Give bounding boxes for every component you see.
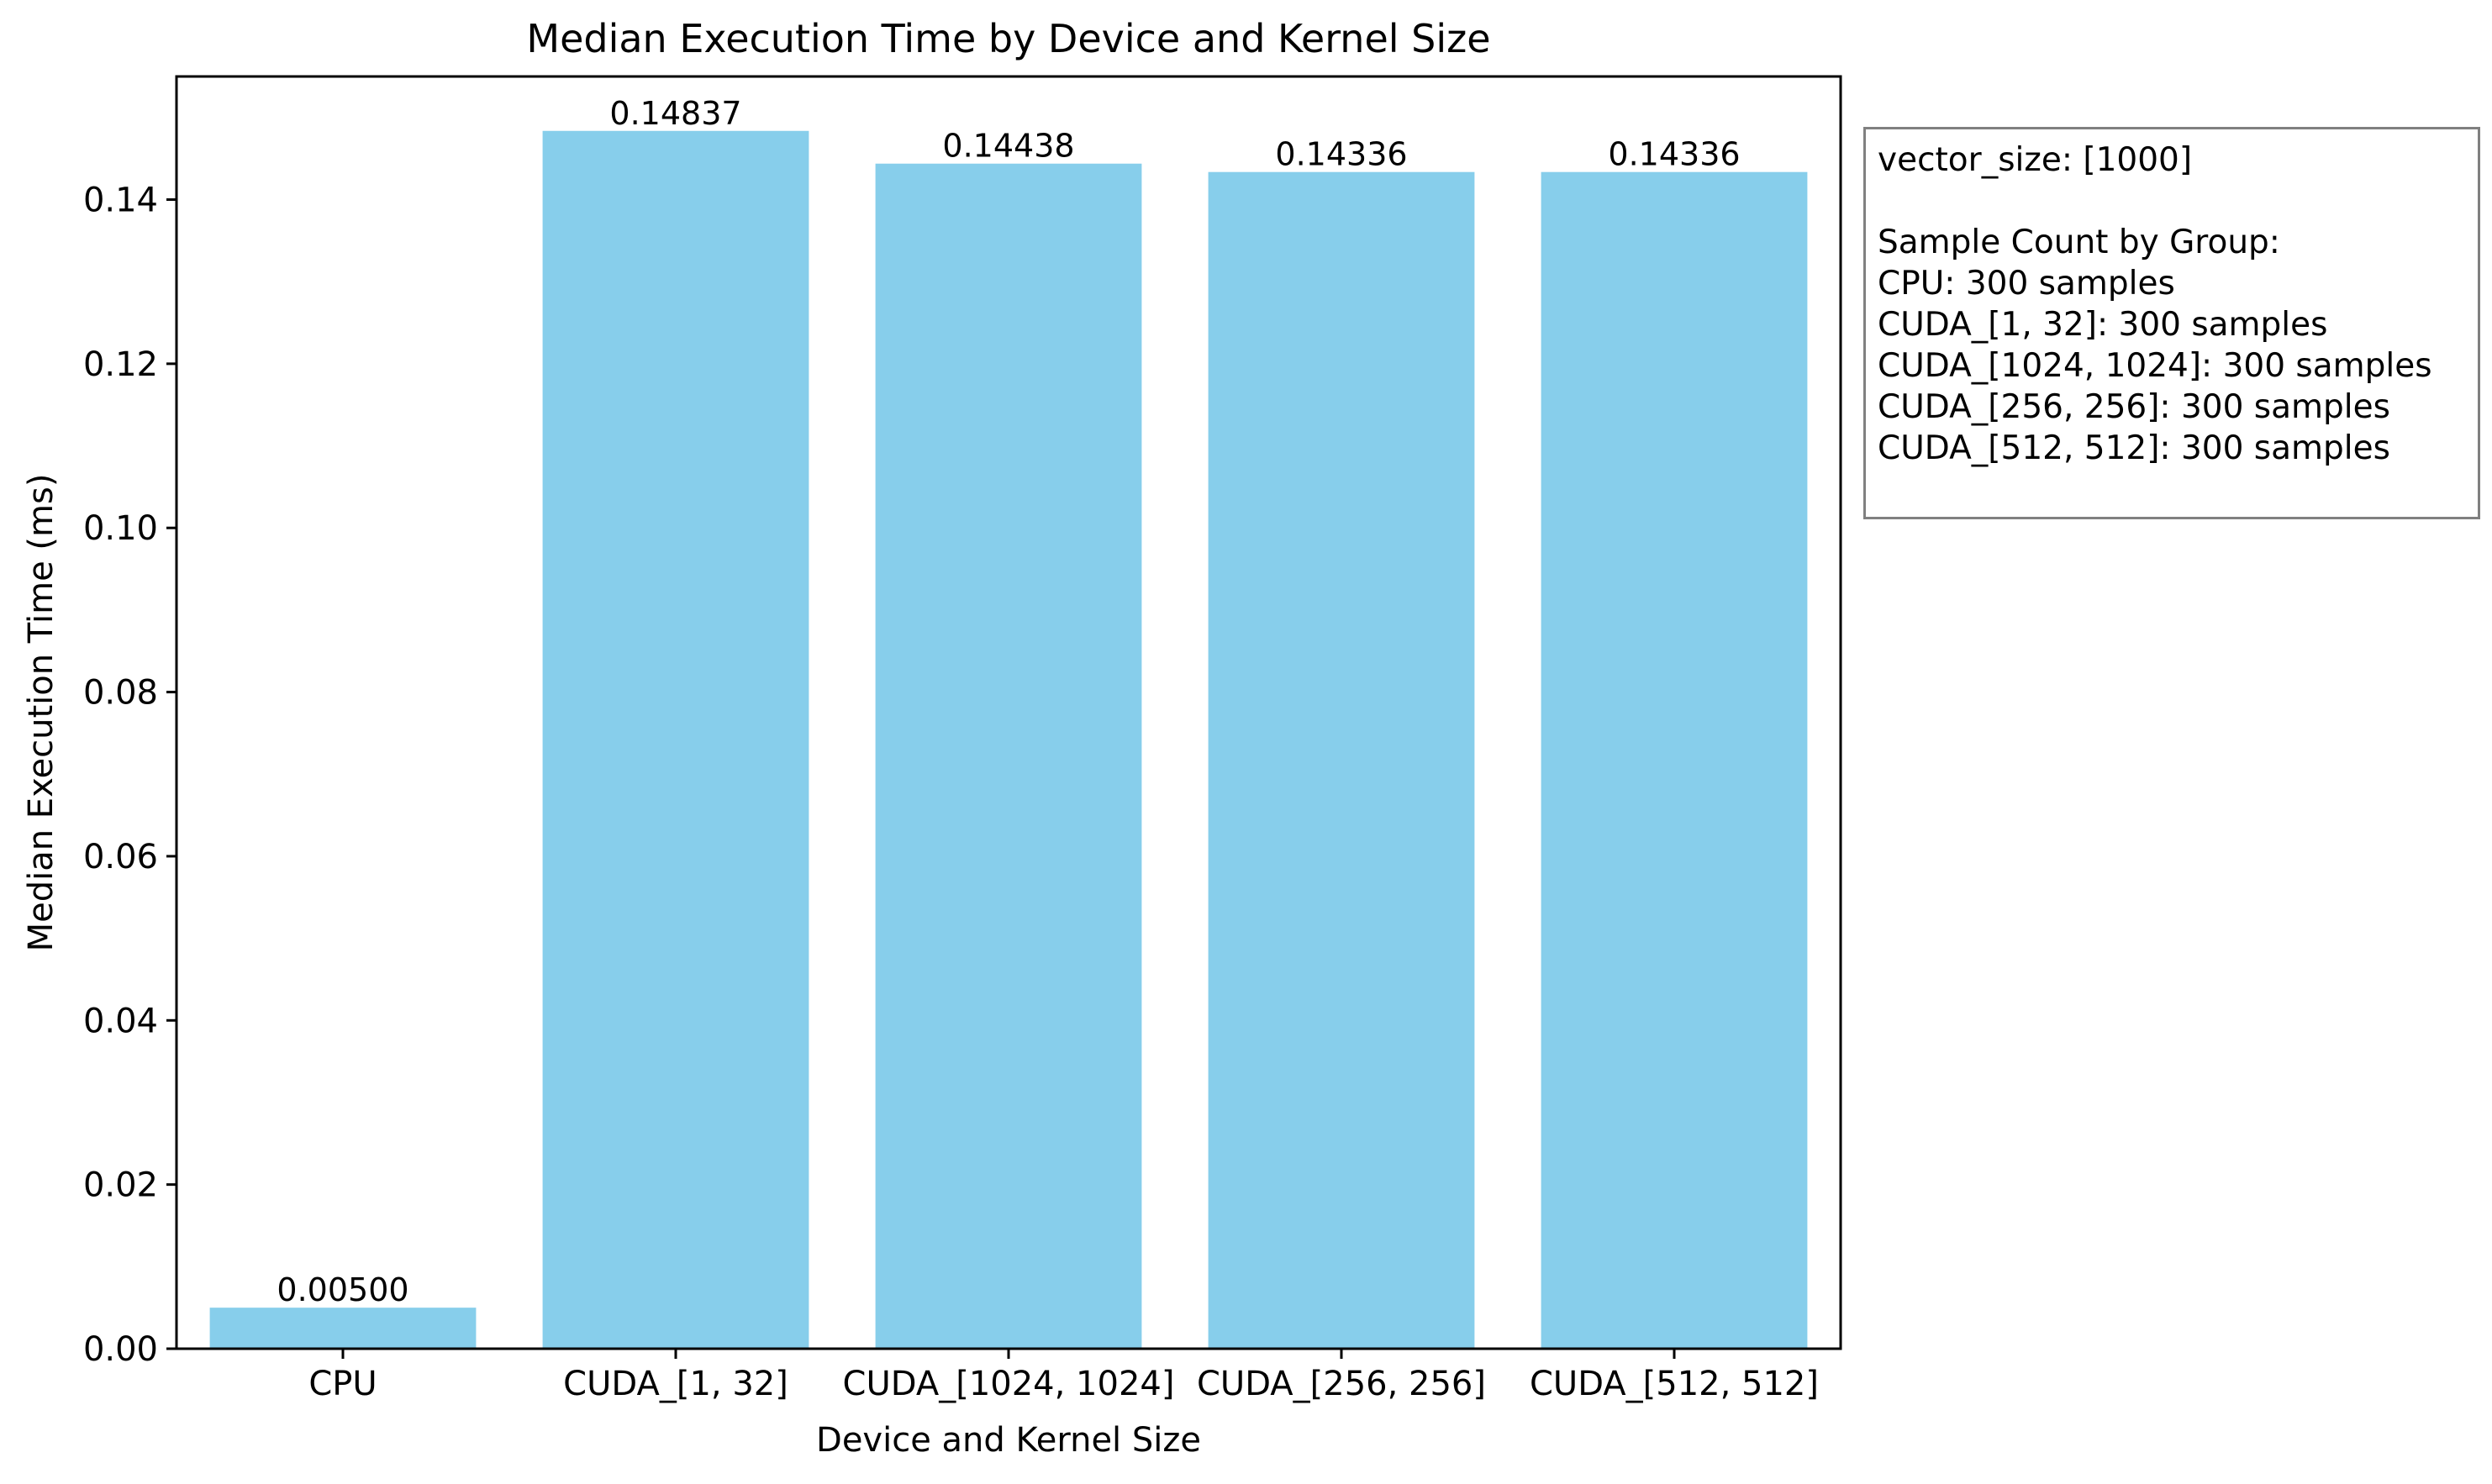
x-axis-label: Device and Kernel Size [816,1421,1201,1460]
x-tick-label: CUDA_[1, 32] [563,1365,788,1403]
y-tick-label: 0.10 [83,509,158,548]
bar [542,130,809,1349]
y-axis-label: Median Execution Time (ms) [22,474,61,952]
vector-size-text: vector_size: [1000] [1878,141,2193,179]
y-tick-label: 0.14 [83,182,158,220]
sample-count-line: CUDA_[512, 512]: 300 samples [1878,429,2390,467]
y-tick-label: 0.02 [83,1166,158,1205]
x-tick-label: CUDA_[1024, 1024] [843,1365,1175,1403]
info-box: vector_size: [1000] Sample Count by Grou… [1863,127,2480,519]
bar [209,1308,477,1349]
sample-count-line: CUDA_[256, 256]: 300 samples [1878,388,2390,426]
chart-title: Median Execution Time by Device and Kern… [526,16,1490,61]
bar-value-label: 0.14336 [1275,136,1407,173]
bar [875,163,1142,1350]
sample-count-line: CUDA_[1, 32]: 300 samples [1878,306,2328,344]
bar-value-label: 0.14336 [1608,136,1740,173]
y-tick-label: 0.08 [83,674,158,713]
bar-value-label: 0.14438 [942,128,1074,165]
y-tick-label: 0.12 [83,345,158,384]
bar [1541,171,1808,1349]
bar-value-label: 0.14837 [609,95,741,132]
bar-value-label: 0.00500 [277,1271,408,1308]
plot-frame [175,75,1842,1350]
x-tick-label: CUDA_[512, 512] [1530,1365,1819,1403]
sample-count-heading: Sample Count by Group: [1878,224,2280,261]
sample-count-line: CUDA_[1024, 1024]: 300 samples [1878,347,2432,385]
x-tick-label: CUDA_[256, 256] [1197,1365,1486,1403]
y-tick-label: 0.06 [83,838,158,876]
info-box-spacer [1878,181,2466,222]
x-tick-label: CPU [308,1365,377,1403]
bar [1208,171,1475,1349]
y-tick-label: 0.00 [83,1330,158,1369]
y-tick-label: 0.04 [83,1002,158,1040]
sample-count-line: CPU: 300 samples [1878,265,2175,303]
